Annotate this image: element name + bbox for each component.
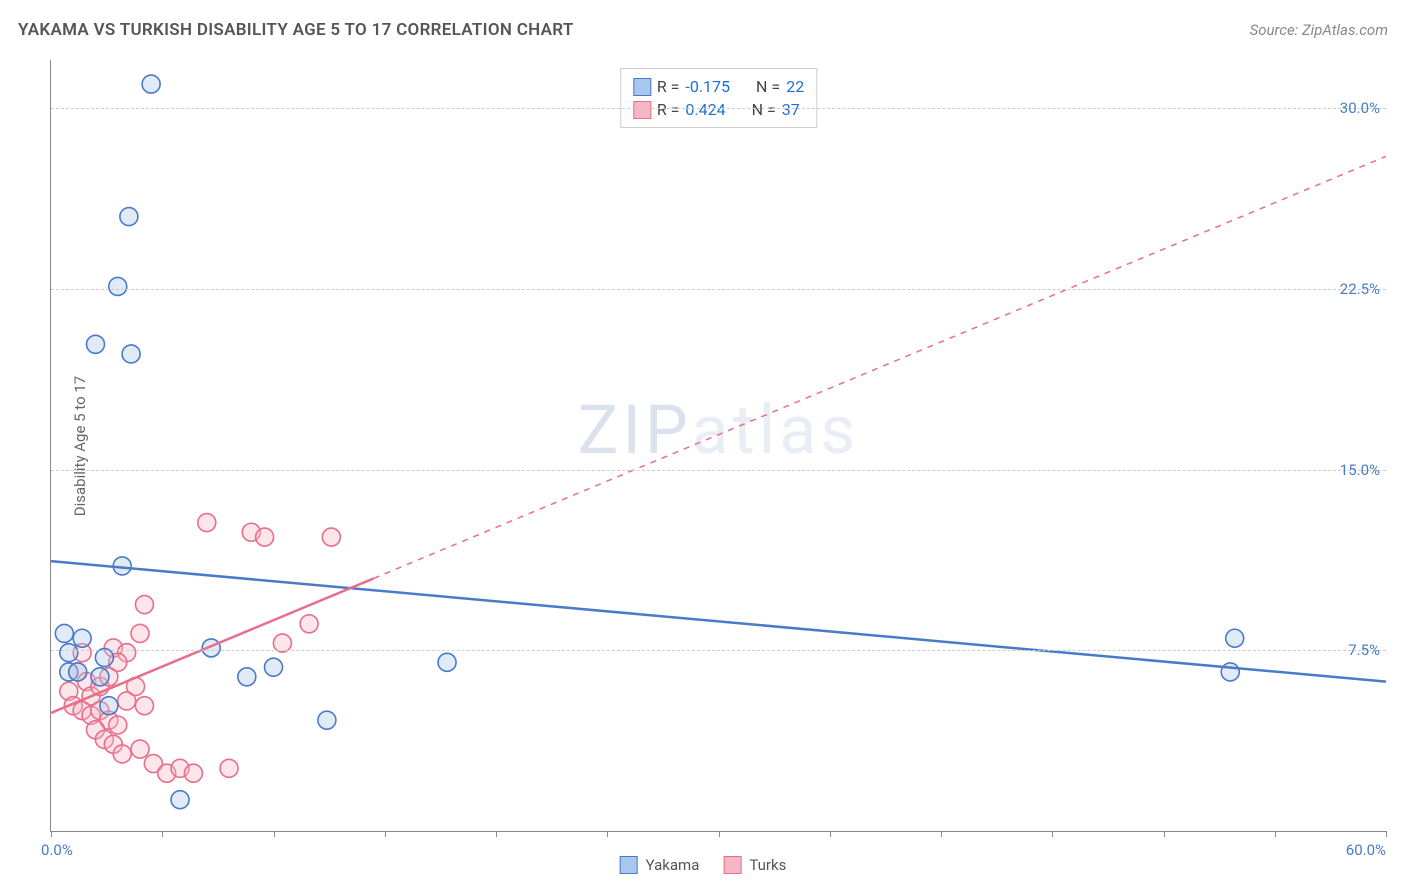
y-tick-label: 30.0% <box>1340 99 1380 117</box>
x-min-label: 0.0% <box>41 841 73 859</box>
swatch-turks-icon <box>723 856 741 874</box>
x-tick <box>274 831 275 837</box>
gridline <box>51 470 1386 471</box>
x-tick <box>607 831 608 837</box>
x-tick <box>51 831 52 837</box>
x-tick <box>496 831 497 837</box>
x-tick <box>162 831 163 837</box>
y-tick-label: 22.5% <box>1340 280 1380 298</box>
y-tick-label: 15.0% <box>1340 461 1380 479</box>
y-tick-label: 7.5% <box>1348 641 1380 659</box>
x-max-label: 60.0% <box>1346 841 1386 859</box>
legend-item-turks: Turks <box>723 856 786 874</box>
chart-title: YAKAMA VS TURKISH DISABILITY AGE 5 TO 17… <box>18 20 574 40</box>
x-tick <box>1052 831 1053 837</box>
scatter-plot: ZIPatlas R = -0.175 N = 22 R = 0.424 N =… <box>50 60 1386 832</box>
x-tick <box>385 831 386 837</box>
x-tick <box>1164 831 1165 837</box>
x-tick <box>830 831 831 837</box>
x-tick <box>1386 831 1387 837</box>
x-tick <box>941 831 942 837</box>
gridline <box>51 650 1386 651</box>
series-legend: Yakama Turks <box>620 856 787 874</box>
source-label: Source: ZipAtlas.com <box>1250 21 1388 39</box>
swatch-yakama-icon <box>620 856 638 874</box>
gridline <box>51 108 1386 109</box>
gridline <box>51 289 1386 290</box>
x-tick <box>719 831 720 837</box>
plot-svg <box>51 60 1386 831</box>
x-tick <box>1275 831 1276 837</box>
legend-item-yakama: Yakama <box>620 856 700 874</box>
